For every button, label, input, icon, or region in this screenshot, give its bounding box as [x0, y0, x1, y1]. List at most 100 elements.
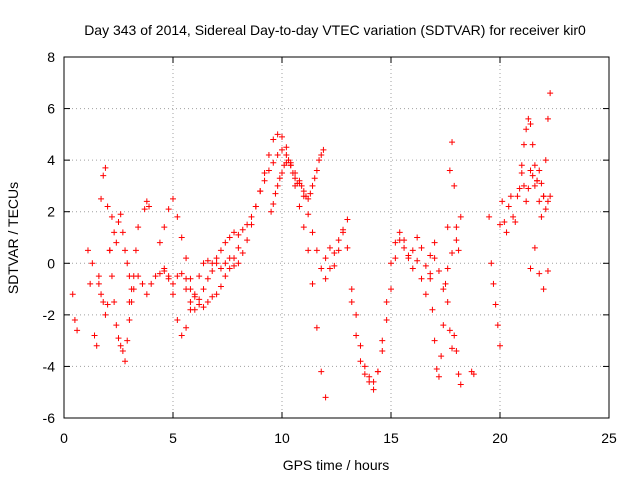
x-tick-label: 10	[274, 430, 290, 446]
data-point	[270, 159, 277, 166]
data-point	[191, 306, 198, 313]
series-group	[141, 198, 153, 213]
data-point	[414, 234, 421, 241]
y-tick-label: 6	[47, 101, 55, 117]
data-point	[414, 257, 421, 264]
series-group	[348, 234, 438, 385]
series-group	[444, 298, 464, 388]
data-point	[98, 195, 105, 202]
data-point	[95, 280, 102, 287]
data-point	[300, 224, 307, 231]
data-point	[261, 170, 268, 177]
data-point	[499, 198, 506, 205]
data-point	[111, 298, 118, 305]
data-point	[348, 286, 355, 293]
data-point	[405, 255, 412, 262]
series-group	[527, 244, 551, 293]
data-point	[313, 247, 320, 254]
y-tick-label: -6	[43, 410, 56, 426]
data-point	[401, 244, 408, 251]
data-point	[283, 144, 290, 151]
data-point	[174, 213, 181, 220]
data-point	[305, 247, 312, 254]
data-point	[357, 342, 364, 349]
data-point	[276, 175, 283, 182]
data-point	[335, 247, 342, 254]
data-point	[396, 229, 403, 236]
data-point	[547, 90, 554, 97]
data-point	[146, 203, 153, 210]
data-point	[457, 381, 464, 388]
data-point	[217, 265, 224, 272]
grid-lines	[64, 57, 609, 418]
data-point	[540, 193, 547, 200]
data-point	[141, 206, 148, 213]
data-point	[379, 337, 386, 344]
data-point	[244, 237, 251, 244]
data-point	[322, 275, 329, 282]
data-point	[161, 224, 168, 231]
data-point	[135, 273, 142, 280]
data-point	[174, 273, 181, 280]
data-point	[272, 190, 279, 197]
data-point	[100, 172, 107, 179]
data-point	[156, 239, 163, 246]
data-point	[361, 371, 368, 378]
data-point	[132, 247, 139, 254]
data-point	[126, 298, 133, 305]
data-point	[510, 213, 517, 220]
data-point	[222, 273, 229, 280]
series-group	[468, 368, 477, 378]
data-point	[455, 247, 462, 254]
y-tick-label: -4	[43, 358, 56, 374]
data-point	[313, 324, 320, 331]
data-point	[279, 133, 285, 140]
data-point	[252, 203, 259, 210]
data-point	[536, 167, 543, 174]
series-group	[497, 167, 554, 236]
data-point	[348, 298, 355, 305]
data-point	[143, 198, 150, 205]
data-point	[84, 247, 91, 254]
data-point	[165, 273, 172, 280]
data-point	[344, 216, 351, 223]
data-point	[451, 182, 458, 189]
x-tick-label: 15	[383, 430, 399, 446]
data-point	[204, 275, 211, 282]
data-point	[383, 317, 390, 324]
x-tick-label: 20	[492, 430, 508, 446]
data-point	[379, 347, 386, 354]
data-point	[235, 244, 242, 251]
data-point	[289, 170, 296, 177]
data-point	[486, 213, 493, 220]
data-point	[525, 115, 532, 122]
data-point	[418, 275, 425, 282]
y-tick-label: -2	[43, 307, 56, 323]
data-point	[322, 394, 329, 401]
data-point	[196, 301, 203, 308]
data-point	[518, 170, 525, 177]
data-point	[514, 193, 521, 200]
data-point	[431, 337, 438, 344]
data-point	[440, 286, 447, 293]
data-point	[200, 304, 207, 311]
data-point	[265, 167, 272, 174]
data-point	[209, 293, 216, 300]
data-point	[143, 291, 150, 298]
data-point	[335, 237, 342, 244]
data-point	[226, 234, 233, 241]
data-point	[520, 141, 527, 148]
data-point	[279, 146, 285, 153]
data-point	[139, 280, 146, 287]
data-point	[108, 213, 115, 220]
data-point	[115, 219, 122, 226]
data-point	[93, 342, 100, 349]
data-point	[361, 363, 368, 370]
data-point	[226, 265, 233, 272]
data-point	[470, 371, 477, 378]
data-point	[505, 203, 512, 210]
axis-ticks	[63, 56, 610, 419]
data-point	[409, 247, 416, 254]
data-point	[444, 298, 451, 305]
